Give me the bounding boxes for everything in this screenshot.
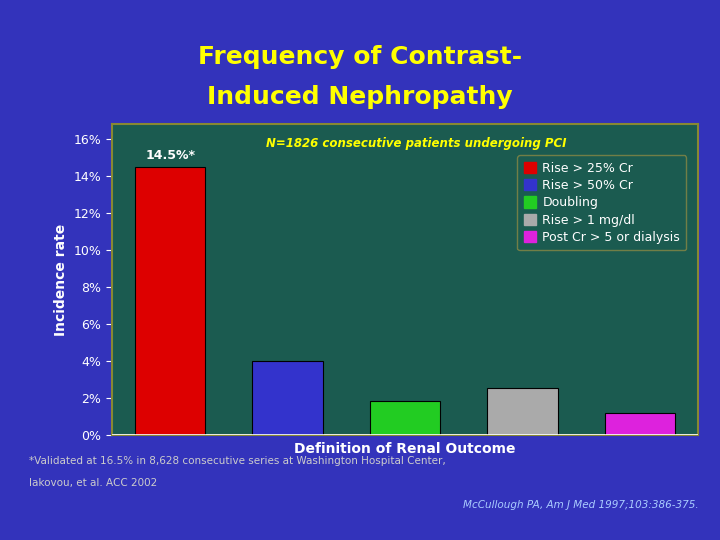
Bar — [487, 388, 557, 435]
Legend: Rise > 25% Cr, Rise > 50% Cr, Doubling, Rise > 1 mg/dl, Post Cr > 5 or dialysis: Rise > 25% Cr, Rise > 50% Cr, Doubling, … — [517, 156, 686, 250]
Bar — [253, 361, 323, 435]
X-axis label: Definition of Renal Outcome: Definition of Renal Outcome — [294, 442, 516, 456]
Text: 14.5%*: 14.5%* — [145, 149, 195, 162]
Text: Induced Nephropathy: Induced Nephropathy — [207, 85, 513, 109]
Text: Frequency of Contrast-: Frequency of Contrast- — [198, 45, 522, 69]
Text: N=1826 consecutive patients undergoing PCI: N=1826 consecutive patients undergoing P… — [266, 137, 567, 150]
Bar — [370, 401, 440, 435]
Text: Iakovou, et al. ACC 2002: Iakovou, et al. ACC 2002 — [29, 478, 157, 488]
Text: *Validated at 16.5% in 8,628 consecutive series at Washington Hospital Center,: *Validated at 16.5% in 8,628 consecutive… — [29, 456, 446, 467]
Text: McCullough PA, Am J Med 1997;103:386-375.: McCullough PA, Am J Med 1997;103:386-375… — [463, 500, 698, 510]
Bar — [135, 167, 205, 435]
Y-axis label: Incidence rate: Incidence rate — [54, 224, 68, 335]
Bar — [605, 413, 675, 435]
